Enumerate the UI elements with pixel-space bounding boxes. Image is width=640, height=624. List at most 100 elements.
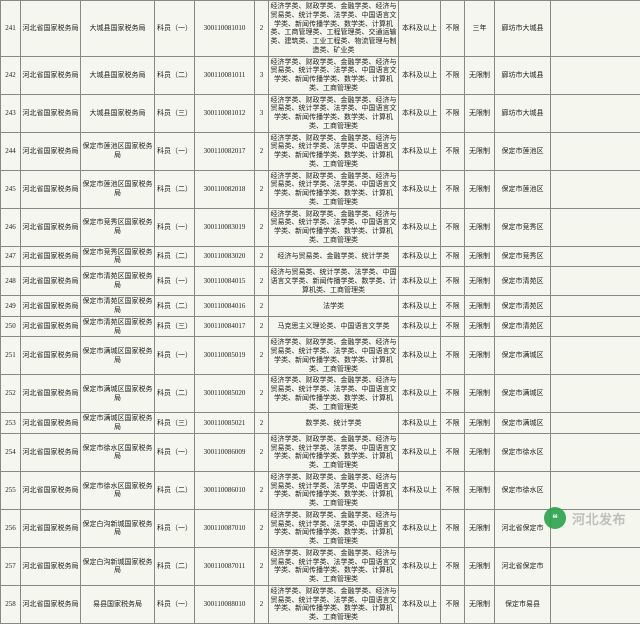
cell-blank bbox=[551, 375, 640, 413]
cell-post_code: 300110081012 bbox=[195, 94, 255, 132]
cell-edu: 本科及以上 bbox=[399, 94, 441, 132]
cell-bureau: 河北省国家税务局 bbox=[21, 471, 81, 509]
cell-bureau: 河北省国家税务局 bbox=[21, 132, 81, 170]
cell-edu: 本科及以上 bbox=[399, 267, 441, 296]
cell-post_code: 300110084016 bbox=[195, 296, 255, 317]
cell-majors: 经济学类、财政学类、金融学类、经济与贸易类、统计学类、法学类、中国语言文学类、新… bbox=[269, 132, 399, 170]
cell-idx: 243 bbox=[1, 94, 21, 132]
cell-num: 2 bbox=[255, 471, 269, 509]
cell-post: 科员（二） bbox=[155, 547, 195, 585]
cell-idx: 255 bbox=[1, 471, 21, 509]
cell-exp: 不限 bbox=[441, 1, 465, 57]
cell-region: 河北省保定市 bbox=[495, 547, 551, 585]
cell-post_code: 300110081011 bbox=[195, 56, 255, 94]
cell-idx: 256 bbox=[1, 509, 21, 547]
cell-edu: 本科及以上 bbox=[399, 208, 441, 246]
cell-exp: 不限 bbox=[441, 94, 465, 132]
cell-post_code: 300110087010 bbox=[195, 509, 255, 547]
cell-majors: 法学类 bbox=[269, 296, 399, 317]
cell-post: 科员（一） bbox=[155, 132, 195, 170]
cell-region: 保定市徐水区 bbox=[495, 433, 551, 471]
cell-majors: 经济与贸易类、金融学类、统计学类 bbox=[269, 246, 399, 267]
cell-post: 科员（一） bbox=[155, 509, 195, 547]
cell-limit: 无限制 bbox=[465, 471, 495, 509]
cell-exp: 不限 bbox=[441, 316, 465, 337]
cell-post: 科员（三） bbox=[155, 94, 195, 132]
cell-exp: 不限 bbox=[441, 56, 465, 94]
table-row: 253河北省国家税务局保定市满城区国家税务局科员（三）3001100850212… bbox=[1, 413, 640, 434]
cell-idx: 245 bbox=[1, 170, 21, 208]
cell-num: 2 bbox=[255, 337, 269, 375]
recruit-table: 241河北省国家税务局大城县国家税务局科员（一）3001100810102经济学… bbox=[0, 0, 640, 624]
cell-exp: 不限 bbox=[441, 375, 465, 413]
cell-exp: 不限 bbox=[441, 267, 465, 296]
cell-region: 河北省保定市 bbox=[495, 509, 551, 547]
cell-num: 2 bbox=[255, 296, 269, 317]
cell-bureau: 河北省国家税务局 bbox=[21, 337, 81, 375]
cell-idx: 253 bbox=[1, 413, 21, 434]
cell-edu: 本科及以上 bbox=[399, 296, 441, 317]
cell-limit: 无限制 bbox=[465, 132, 495, 170]
cell-num: 3 bbox=[255, 94, 269, 132]
cell-limit: 三年 bbox=[465, 1, 495, 57]
cell-idx: 252 bbox=[1, 375, 21, 413]
cell-unit: 大城县国家税务局 bbox=[81, 1, 155, 57]
table-row: 245河北省国家税务局保定市莲池区国家税务局科员（二）3001100820182… bbox=[1, 170, 640, 208]
cell-post: 科员（二） bbox=[155, 296, 195, 317]
cell-region: 保定市莲池区 bbox=[495, 132, 551, 170]
table-row: 258河北省国家税务局易县国家税务局科员（一）3001100880102经济学类… bbox=[1, 585, 640, 623]
cell-post_code: 300110086009 bbox=[195, 433, 255, 471]
cell-limit: 无限制 bbox=[465, 208, 495, 246]
cell-unit: 保定市莲池区国家税务局 bbox=[81, 170, 155, 208]
table-row: 251河北省国家税务局保定市满城区国家税务局科员（一）3001100850192… bbox=[1, 337, 640, 375]
cell-post: 科员（一） bbox=[155, 433, 195, 471]
cell-limit: 无限制 bbox=[465, 170, 495, 208]
cell-unit: 保定市清苑区国家税务局 bbox=[81, 267, 155, 296]
cell-num: 2 bbox=[255, 585, 269, 623]
cell-bureau: 河北省国家税务局 bbox=[21, 1, 81, 57]
cell-exp: 不限 bbox=[441, 170, 465, 208]
cell-num: 2 bbox=[255, 316, 269, 337]
cell-unit: 保定市清苑区国家税务局 bbox=[81, 296, 155, 317]
cell-majors: 经济学类、财政学类、金融学类、经济与贸易类、统计学类、法学类、中国语言文学类、新… bbox=[269, 208, 399, 246]
table-row: 252河北省国家税务局保定市满城区国家税务局科员（二）3001100850202… bbox=[1, 375, 640, 413]
cell-unit: 保定市满城区国家税务局 bbox=[81, 375, 155, 413]
cell-region: 保定市易县 bbox=[495, 585, 551, 623]
cell-unit: 保定市徐水区国家税务局 bbox=[81, 433, 155, 471]
cell-unit: 大城县国家税务局 bbox=[81, 56, 155, 94]
cell-exp: 不限 bbox=[441, 208, 465, 246]
cell-majors: 经济学类、财政学类、金融学类、经济与贸易类、统计学类、法学类、中国语言文学类、新… bbox=[269, 94, 399, 132]
cell-limit: 无限制 bbox=[465, 547, 495, 585]
cell-edu: 本科及以上 bbox=[399, 337, 441, 375]
cell-bureau: 河北省国家税务局 bbox=[21, 433, 81, 471]
cell-post_code: 300110085020 bbox=[195, 375, 255, 413]
cell-post: 科员（二） bbox=[155, 170, 195, 208]
cell-post: 科员（二） bbox=[155, 471, 195, 509]
cell-blank bbox=[551, 471, 640, 509]
cell-majors: 经济学类、财政学类、金融学类、经济与贸易类、统计学类、法学类、中国语言文学类、新… bbox=[269, 509, 399, 547]
cell-edu: 本科及以上 bbox=[399, 375, 441, 413]
cell-majors: 经济与贸易类、统计学类、法学类、中国语言文学类、新闻传播学类、数学类、计算机类、… bbox=[269, 267, 399, 296]
cell-unit: 易县国家税务局 bbox=[81, 585, 155, 623]
cell-edu: 本科及以上 bbox=[399, 471, 441, 509]
cell-bureau: 河北省国家税务局 bbox=[21, 170, 81, 208]
cell-idx: 246 bbox=[1, 208, 21, 246]
table-row: 254河北省国家税务局保定市徐水区国家税务局科员（一）3001100860092… bbox=[1, 433, 640, 471]
cell-limit: 无限制 bbox=[465, 296, 495, 317]
cell-bureau: 河北省国家税务局 bbox=[21, 547, 81, 585]
cell-num: 2 bbox=[255, 547, 269, 585]
cell-idx: 249 bbox=[1, 296, 21, 317]
cell-bureau: 河北省国家税务局 bbox=[21, 246, 81, 267]
cell-limit: 无限制 bbox=[465, 509, 495, 547]
cell-edu: 本科及以上 bbox=[399, 170, 441, 208]
cell-region: 保定市竞秀区 bbox=[495, 208, 551, 246]
cell-bureau: 河北省国家税务局 bbox=[21, 316, 81, 337]
cell-blank bbox=[551, 296, 640, 317]
cell-unit: 保定市满城区国家税务局 bbox=[81, 337, 155, 375]
cell-region: 保定市满城区 bbox=[495, 337, 551, 375]
cell-exp: 不限 bbox=[441, 509, 465, 547]
cell-idx: 257 bbox=[1, 547, 21, 585]
cell-idx: 247 bbox=[1, 246, 21, 267]
cell-post: 科员（一） bbox=[155, 585, 195, 623]
cell-bureau: 河北省国家税务局 bbox=[21, 585, 81, 623]
